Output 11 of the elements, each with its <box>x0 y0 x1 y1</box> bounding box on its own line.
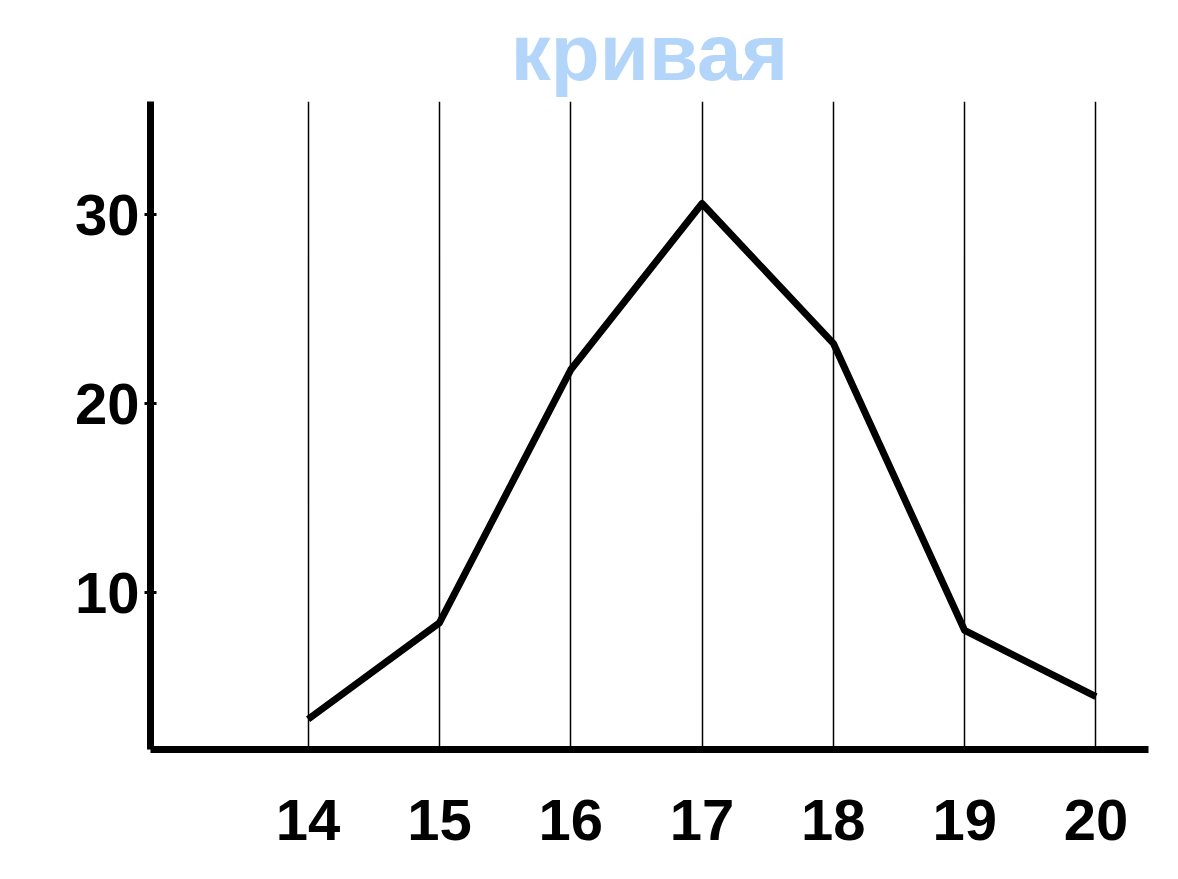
y-tick-label: 10 <box>74 559 140 625</box>
x-tick-label: 15 <box>407 786 472 852</box>
x-tick-label: 17 <box>669 786 735 852</box>
x-tick-label: 19 <box>932 786 997 852</box>
x-tick-label: 18 <box>801 786 866 852</box>
x-tick-label: 14 <box>275 786 341 852</box>
chart-title: кривая <box>510 7 789 97</box>
y-tick-label: 30 <box>74 181 140 247</box>
y-tick-label: 20 <box>74 370 140 436</box>
x-tick-label: 20 <box>1063 786 1129 852</box>
x-tick-label: 16 <box>538 786 603 852</box>
